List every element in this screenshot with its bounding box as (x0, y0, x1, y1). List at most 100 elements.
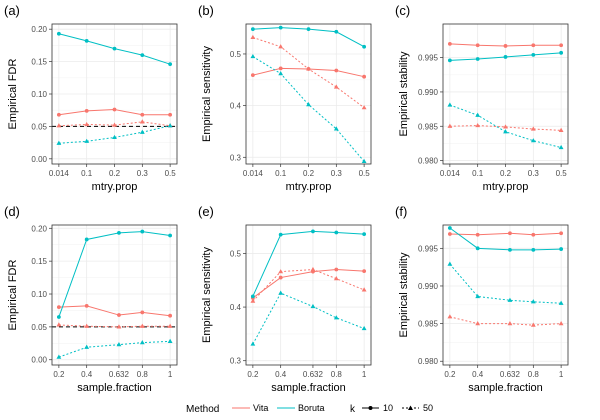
x-tick-label: 0.3 (137, 169, 149, 178)
x-tick-label: 0.2 (500, 169, 512, 178)
panel-e: 0.3 0.4 0.5 0.2 0.4 0.632 0.8 1 (e) sample.fracti… (198, 204, 372, 394)
y-axis-label: Empirical stability (398, 252, 410, 337)
point-boruta-k10 (447, 226, 452, 230)
point-vita-k10 (278, 66, 283, 71)
x-tick-label: 0.1 (81, 169, 93, 178)
point-vita-k50 (84, 323, 90, 328)
plot-area (246, 225, 371, 365)
point-vita-k10 (84, 303, 89, 308)
y-tick-label: 0.00 (31, 155, 47, 164)
x-axis-label: sample.fraction (468, 382, 543, 394)
x-tick-label: 0.8 (331, 370, 343, 379)
point-boruta-k10 (168, 62, 173, 67)
point-vita-k50 (250, 34, 256, 40)
point-boruta-k50 (116, 342, 122, 347)
point-boruta-k50 (530, 299, 536, 304)
y-tick-label: 0.05 (31, 323, 47, 332)
point-boruta-k50 (84, 138, 90, 143)
point-boruta-k10 (475, 246, 480, 251)
point-vita-k10 (362, 74, 367, 79)
point-boruta-k50 (558, 144, 564, 150)
point-boruta-k50 (139, 340, 145, 345)
panel-c: 0.980 0.985 0.990 0.995 0.014 0.1 0.2 0.3 0.5 (c)… (395, 3, 569, 193)
point-vita-k50 (530, 322, 536, 327)
x-tick-label: 0.632 (303, 370, 324, 379)
point-vita-k10 (508, 231, 512, 236)
point-vita-k10 (168, 112, 173, 117)
point-vita-k50 (278, 269, 284, 274)
x-tick-label: 0.014 (440, 169, 461, 178)
y-tick-label: 0.995 (418, 244, 439, 253)
point-boruta-k50 (250, 341, 256, 346)
y-tick-label: 0.5 (230, 50, 242, 59)
y-tick-label: 0.4 (230, 303, 242, 312)
series-line-boruta-k50 (449, 263, 562, 304)
point-boruta-k10 (362, 44, 367, 49)
x-tick-label: 0.2 (109, 169, 121, 178)
point-vita-k10 (250, 73, 255, 78)
series-line-vita-k50 (449, 125, 562, 131)
panel-label: (c) (395, 3, 410, 18)
point-boruta-k50 (56, 354, 62, 359)
panels-group: 0.00 0.05 0.10 0.15 0.20 0.014 0.1 0.2 0.3 0.5 (a)… (4, 3, 569, 394)
x-tick-label: 0.2 (247, 370, 259, 379)
y-tick-label: 0.4 (230, 102, 242, 111)
point-boruta-k10 (306, 27, 311, 32)
point-boruta-k10 (278, 25, 283, 30)
legend-k10-label: 10 (383, 403, 393, 413)
point-vita-k10 (362, 269, 367, 274)
x-tick-label: 0.2 (444, 370, 456, 379)
point-vita-k10 (334, 68, 339, 73)
plot-border (442, 23, 569, 165)
point-vita-k50 (558, 127, 564, 132)
point-boruta-k50 (447, 102, 453, 107)
y-tick-label: 0.980 (418, 357, 439, 366)
point-vita-k10 (475, 232, 480, 237)
x-tick-label: 0.3 (331, 169, 343, 178)
panel-label: (f) (395, 204, 407, 219)
y-tick-label: 0.990 (418, 282, 439, 291)
panel-d: 0.00 0.05 0.10 0.15 0.20 0.2 0.4 0.632 0.8 1 (d) sa… (4, 204, 178, 394)
point-vita-k10 (56, 112, 61, 117)
y-tick-label: 0.10 (31, 90, 47, 99)
point-boruta-k50 (447, 261, 453, 266)
panel-f: 0.980 0.985 0.990 0.995 0.2 0.4 0.632 0.8 1 (f) sa… (395, 204, 569, 394)
point-boruta-k50 (84, 344, 90, 349)
plot-border (245, 224, 372, 366)
point-boruta-k50 (112, 134, 117, 140)
x-tick-label: 0.2 (303, 169, 315, 178)
point-vita-k10 (559, 43, 564, 48)
x-tick-label: 0.3 (528, 169, 540, 178)
x-tick-label: 1 (168, 370, 173, 379)
x-tick-label: 0.014 (243, 169, 264, 178)
x-axis-label: mtry.prop (92, 181, 138, 193)
x-axis-label: sample.fraction (77, 382, 152, 394)
y-tick-label: 0.990 (418, 88, 439, 97)
point-boruta-k50 (558, 300, 564, 305)
point-vita-k50 (475, 122, 481, 128)
panel-label: (a) (4, 3, 20, 18)
y-tick-label: 0.3 (230, 153, 242, 162)
y-tick-label: 0.10 (31, 290, 47, 299)
point-boruta-k10 (475, 57, 480, 61)
x-axis-label: mtry.prop (286, 181, 332, 193)
point-boruta-k10 (278, 232, 283, 237)
point-vita-k50 (167, 323, 173, 328)
point-boruta-k10 (531, 52, 536, 57)
x-tick-label: 0.4 (472, 370, 484, 379)
y-tick-label: 0.15 (31, 58, 47, 67)
point-vita-k10 (531, 43, 536, 48)
point-vita-k50 (530, 126, 536, 131)
plot-area (52, 225, 177, 365)
y-tick-label: 0.3 (230, 357, 242, 366)
plot-border (442, 224, 569, 366)
y-tick-label: 0.995 (418, 54, 439, 63)
point-vita-k50 (56, 123, 62, 128)
point-boruta-k50 (278, 290, 284, 295)
point-boruta-k10 (250, 294, 255, 299)
panel-label: (e) (198, 204, 214, 219)
point-vita-k50 (56, 322, 62, 327)
point-vita-k50 (361, 287, 367, 292)
x-tick-label: 0.4 (81, 370, 93, 379)
